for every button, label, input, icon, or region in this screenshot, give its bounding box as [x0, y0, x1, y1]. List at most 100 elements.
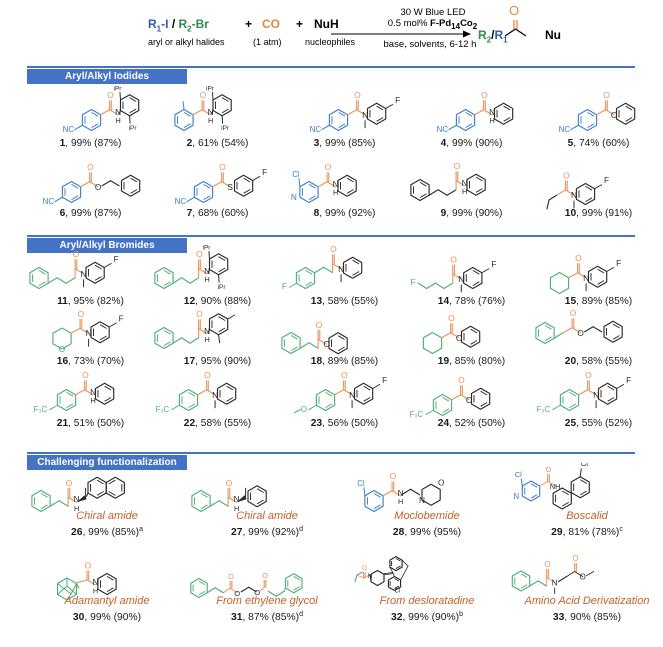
svg-text:O: O: [509, 3, 519, 18]
svg-text:O: O: [85, 561, 92, 571]
svg-text:O: O: [82, 370, 89, 380]
svg-text:Amino Acid Derivatization: Amino Acid Derivatization: [524, 595, 650, 607]
svg-text:NC: NC: [43, 197, 55, 206]
svg-text:N: N: [419, 495, 425, 505]
svg-text:32, 99% (90%)b: 32, 99% (90%)b: [391, 611, 463, 623]
svg-text:O: O: [546, 465, 552, 474]
svg-text:S: S: [227, 182, 233, 192]
svg-text:N: N: [74, 494, 80, 504]
svg-text:F: F: [114, 254, 119, 264]
svg-text:O: O: [66, 478, 73, 488]
svg-text:5, 74% (60%): 5, 74% (60%): [568, 138, 630, 149]
svg-text:Cl: Cl: [357, 479, 365, 488]
svg-text:F₃C: F₃C: [156, 405, 170, 414]
svg-text:O: O: [481, 90, 488, 100]
svg-text:F: F: [119, 314, 124, 324]
svg-text:Moclobemide: Moclobemide: [394, 510, 459, 522]
svg-text:Cl: Cl: [395, 589, 401, 595]
svg-text:F: F: [282, 281, 287, 291]
svg-text:F: F: [410, 277, 415, 287]
svg-text:O: O: [228, 572, 234, 581]
svg-text:23, 56% (50%): 23, 56% (50%): [311, 418, 378, 429]
svg-text:6, 99% (87%): 6, 99% (87%): [60, 208, 122, 219]
svg-text:1, 99% (87%): 1, 99% (87%): [60, 138, 122, 149]
svg-text:iPr: iPr: [129, 125, 138, 132]
svg-text:H: H: [398, 497, 403, 506]
svg-text:Cl: Cl: [292, 170, 300, 179]
svg-text:31, 87% (85%)d: 31, 87% (85%)d: [231, 611, 303, 623]
svg-text:O: O: [575, 253, 582, 263]
svg-text:O: O: [219, 162, 226, 172]
svg-text:Adamantyl amide: Adamantyl amide: [64, 595, 150, 607]
svg-text:NC: NC: [559, 125, 571, 134]
svg-text:33, 90% (85%): 33, 90% (85%): [553, 612, 621, 623]
svg-text:O: O: [341, 370, 348, 380]
svg-text:H: H: [115, 116, 120, 125]
svg-text:O: O: [450, 255, 457, 265]
svg-text:O: O: [196, 309, 203, 319]
svg-text:O: O: [585, 370, 592, 380]
svg-text:O: O: [544, 560, 550, 569]
svg-text:7, 68% (60%): 7, 68% (60%): [187, 208, 249, 219]
svg-text:O: O: [603, 90, 610, 100]
svg-text:NC: NC: [310, 125, 322, 134]
svg-text:O: O: [390, 471, 397, 481]
svg-text:9, 99% (90%): 9, 99% (90%): [441, 208, 503, 219]
svg-text:F: F: [626, 375, 631, 385]
svg-text:O: O: [204, 370, 211, 380]
svg-text:iPr: iPr: [221, 125, 230, 132]
svg-text:F₃C: F₃C: [34, 405, 48, 414]
svg-text:O: O: [325, 162, 332, 172]
svg-text:O: O: [572, 554, 578, 563]
svg-text:iPr: iPr: [206, 86, 215, 93]
svg-text:10, 99% (91%): 10, 99% (91%): [565, 208, 632, 219]
svg-text:N: N: [234, 494, 240, 504]
svg-text:O: O: [580, 573, 586, 582]
svg-text:O: O: [330, 244, 337, 254]
svg-text:28, 99% (95%): 28, 99% (95%): [393, 527, 461, 538]
svg-text:iPr: iPr: [114, 86, 123, 93]
svg-text:F₃C: F₃C: [537, 405, 551, 414]
svg-text:iPr: iPr: [218, 284, 227, 291]
svg-text:8, 99% (92%): 8, 99% (92%): [314, 208, 376, 219]
svg-text:NC: NC: [175, 197, 187, 206]
svg-text:26, 99% (85%)a: 26, 99% (85%)a: [71, 526, 143, 538]
svg-text:O: O: [78, 309, 85, 319]
svg-text:3, 99% (85%): 3, 99% (85%): [314, 138, 376, 149]
svg-text:O: O: [262, 571, 268, 580]
svg-text:F: F: [395, 95, 400, 105]
svg-text:O: O: [73, 249, 80, 259]
svg-text:NC: NC: [437, 125, 449, 134]
svg-text:O: O: [448, 313, 455, 323]
svg-text:O: O: [87, 162, 94, 172]
svg-text:O: O: [458, 375, 465, 385]
svg-text:From ethylene glycol: From ethylene glycol: [216, 595, 318, 607]
svg-text:From desloratadine: From desloratadine: [380, 595, 475, 607]
svg-text:N: N: [291, 192, 297, 202]
svg-text:29, 81% (78%)c: 29, 81% (78%)c: [551, 526, 623, 538]
svg-text:Cl: Cl: [581, 463, 589, 468]
svg-text:Chiral amide: Chiral amide: [76, 510, 138, 522]
svg-text:H: H: [208, 116, 213, 125]
svg-text:O: O: [454, 161, 461, 171]
svg-text:O: O: [354, 90, 361, 100]
svg-text:F: F: [604, 175, 609, 185]
svg-text:iPr: iPr: [203, 245, 212, 252]
svg-text:O: O: [226, 478, 233, 488]
svg-text:24, 52% (50%): 24, 52% (50%): [438, 418, 505, 429]
svg-text:30, 99% (90%): 30, 99% (90%): [73, 612, 141, 623]
svg-text:N: N: [513, 492, 519, 501]
svg-text:F: F: [382, 375, 387, 385]
svg-text:O: O: [438, 478, 445, 488]
svg-text:22, 58% (55%): 22, 58% (55%): [184, 418, 251, 429]
svg-text:4, 99% (90%): 4, 99% (90%): [441, 138, 503, 149]
svg-text:O: O: [95, 182, 102, 192]
svg-text:O: O: [570, 308, 577, 318]
svg-text:25, 55% (52%): 25, 55% (52%): [565, 418, 632, 429]
svg-text:O: O: [362, 565, 367, 572]
svg-text:21, 51% (50%): 21, 51% (50%): [57, 418, 124, 429]
svg-text:O: O: [563, 171, 570, 181]
svg-text:H: H: [204, 335, 209, 344]
svg-text:Cl: Cl: [515, 470, 522, 479]
svg-text:NC: NC: [63, 125, 75, 134]
